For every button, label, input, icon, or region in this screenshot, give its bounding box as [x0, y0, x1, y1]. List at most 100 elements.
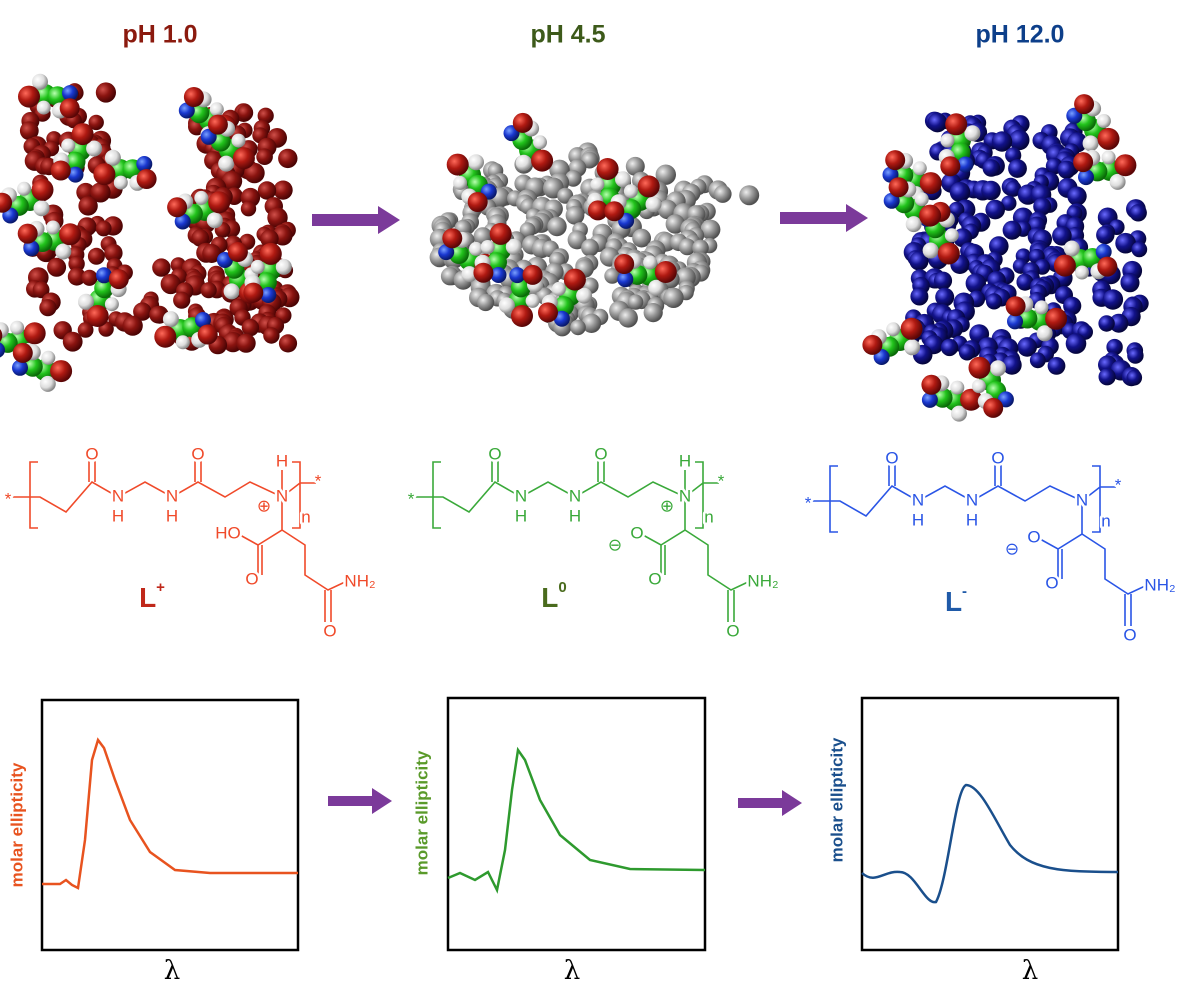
atom-sphere: [0, 329, 3, 342]
label-sup: +: [156, 579, 165, 596]
atom-sphere: [78, 293, 94, 310]
label-main: L: [541, 582, 558, 613]
atom-sphere: [919, 172, 942, 195]
atom-label: O: [991, 448, 1004, 467]
atom-sphere: [86, 305, 109, 327]
atom-label: ⊖: [1005, 539, 1019, 558]
atom-sphere: [260, 229, 279, 248]
atom-sphere: [232, 147, 255, 170]
atom-sphere: [0, 192, 13, 213]
atom-sphere: [263, 327, 280, 344]
atom-sphere: [985, 199, 1005, 220]
atom-sphere: [590, 177, 605, 192]
atom-sphere: [1097, 256, 1118, 277]
atom-sphere: [665, 214, 685, 234]
atom-sphere: [511, 305, 533, 327]
atom-sphere: [515, 154, 532, 171]
atom-sphere: [525, 293, 540, 308]
atom-label: H: [912, 510, 924, 529]
atom-sphere: [950, 380, 965, 395]
atom-sphere: [565, 205, 585, 225]
panel-title: pH 1.0: [122, 21, 197, 49]
atom-label: H: [515, 506, 527, 525]
atom-sphere: [191, 229, 210, 247]
atom-label: O: [594, 444, 607, 463]
atom-sphere: [587, 200, 608, 221]
atom-sphere: [78, 196, 98, 216]
arrow: [312, 206, 400, 234]
atom-sphere: [278, 148, 298, 169]
atom-sphere: [1034, 300, 1049, 315]
atom-sphere: [935, 287, 955, 307]
atom-sphere: [1075, 265, 1089, 280]
atom-sphere: [104, 149, 121, 166]
molecular-models: [0, 73, 1149, 422]
atom-sphere: [133, 302, 152, 321]
atom-label: H: [166, 506, 178, 525]
atom-sphere: [237, 104, 254, 121]
atom-sphere: [498, 297, 515, 314]
atom-sphere: [207, 114, 228, 135]
atom-sphere: [1017, 337, 1037, 357]
atom-sphere: [1120, 273, 1140, 293]
atom-sphere: [175, 335, 190, 350]
atom-sphere: [36, 100, 51, 115]
atom-sphere: [208, 191, 231, 214]
atom-sphere: [136, 169, 157, 189]
atom-sphere: [522, 264, 543, 285]
atom-sphere: [885, 150, 906, 171]
atom-sphere: [244, 162, 265, 184]
atom-sphere: [927, 112, 948, 133]
atom-sphere: [55, 243, 72, 260]
atom-sphere: [654, 261, 677, 283]
atom-sphere: [473, 262, 494, 283]
atom-label: H: [569, 506, 581, 525]
atom-sphere: [93, 163, 116, 186]
atom-sphere: [900, 317, 923, 340]
atom-sphere: [257, 107, 274, 124]
atom-label: N: [679, 486, 691, 505]
atom-sphere: [1073, 152, 1094, 173]
atom-sphere: [22, 356, 43, 377]
atom-sphere: [1057, 160, 1076, 179]
atom-sphere: [625, 156, 645, 176]
atom-sphere: [1131, 241, 1148, 258]
atom-sphere: [1096, 114, 1111, 128]
atom-sphere: [645, 196, 662, 213]
atom-sphere: [576, 287, 593, 304]
atom-sphere: [160, 273, 181, 295]
atom-sphere: [922, 242, 939, 259]
atom-label: ⊖: [608, 535, 622, 554]
atom-sphere: [136, 156, 153, 172]
atom-sphere: [615, 171, 631, 188]
atom-sphere: [453, 175, 468, 190]
atom-label: N: [166, 486, 178, 505]
atom-sphere: [933, 271, 953, 290]
atom-sphere: [553, 310, 570, 327]
ligand-label: L-: [945, 583, 967, 617]
atom-label: *: [315, 471, 322, 490]
plot-frame: [446, 696, 707, 952]
atom-sphere: [113, 175, 128, 190]
atom-sphere: [162, 311, 179, 328]
atom-sphere: [477, 293, 495, 312]
atom-label: ⊕: [660, 496, 674, 515]
atom-sphere: [692, 239, 709, 257]
atom-sphere: [195, 312, 211, 328]
atom-sphere: [932, 387, 953, 408]
atom-sphere: [33, 200, 50, 217]
atom-sphere: [617, 271, 634, 288]
atom-sphere: [989, 236, 1009, 256]
atom-sphere: [1036, 325, 1053, 342]
atom-sphere: [448, 244, 469, 264]
atom-sphere: [152, 258, 171, 277]
atom-sphere: [1129, 204, 1147, 222]
atom-sphere: [154, 325, 177, 348]
atom-sphere: [1005, 180, 1022, 197]
atom-sphere: [986, 293, 1003, 310]
atom-sphere: [278, 334, 298, 353]
atom-sphere: [519, 222, 536, 239]
atom-sphere: [981, 180, 1001, 201]
atom-sphere: [149, 306, 167, 324]
